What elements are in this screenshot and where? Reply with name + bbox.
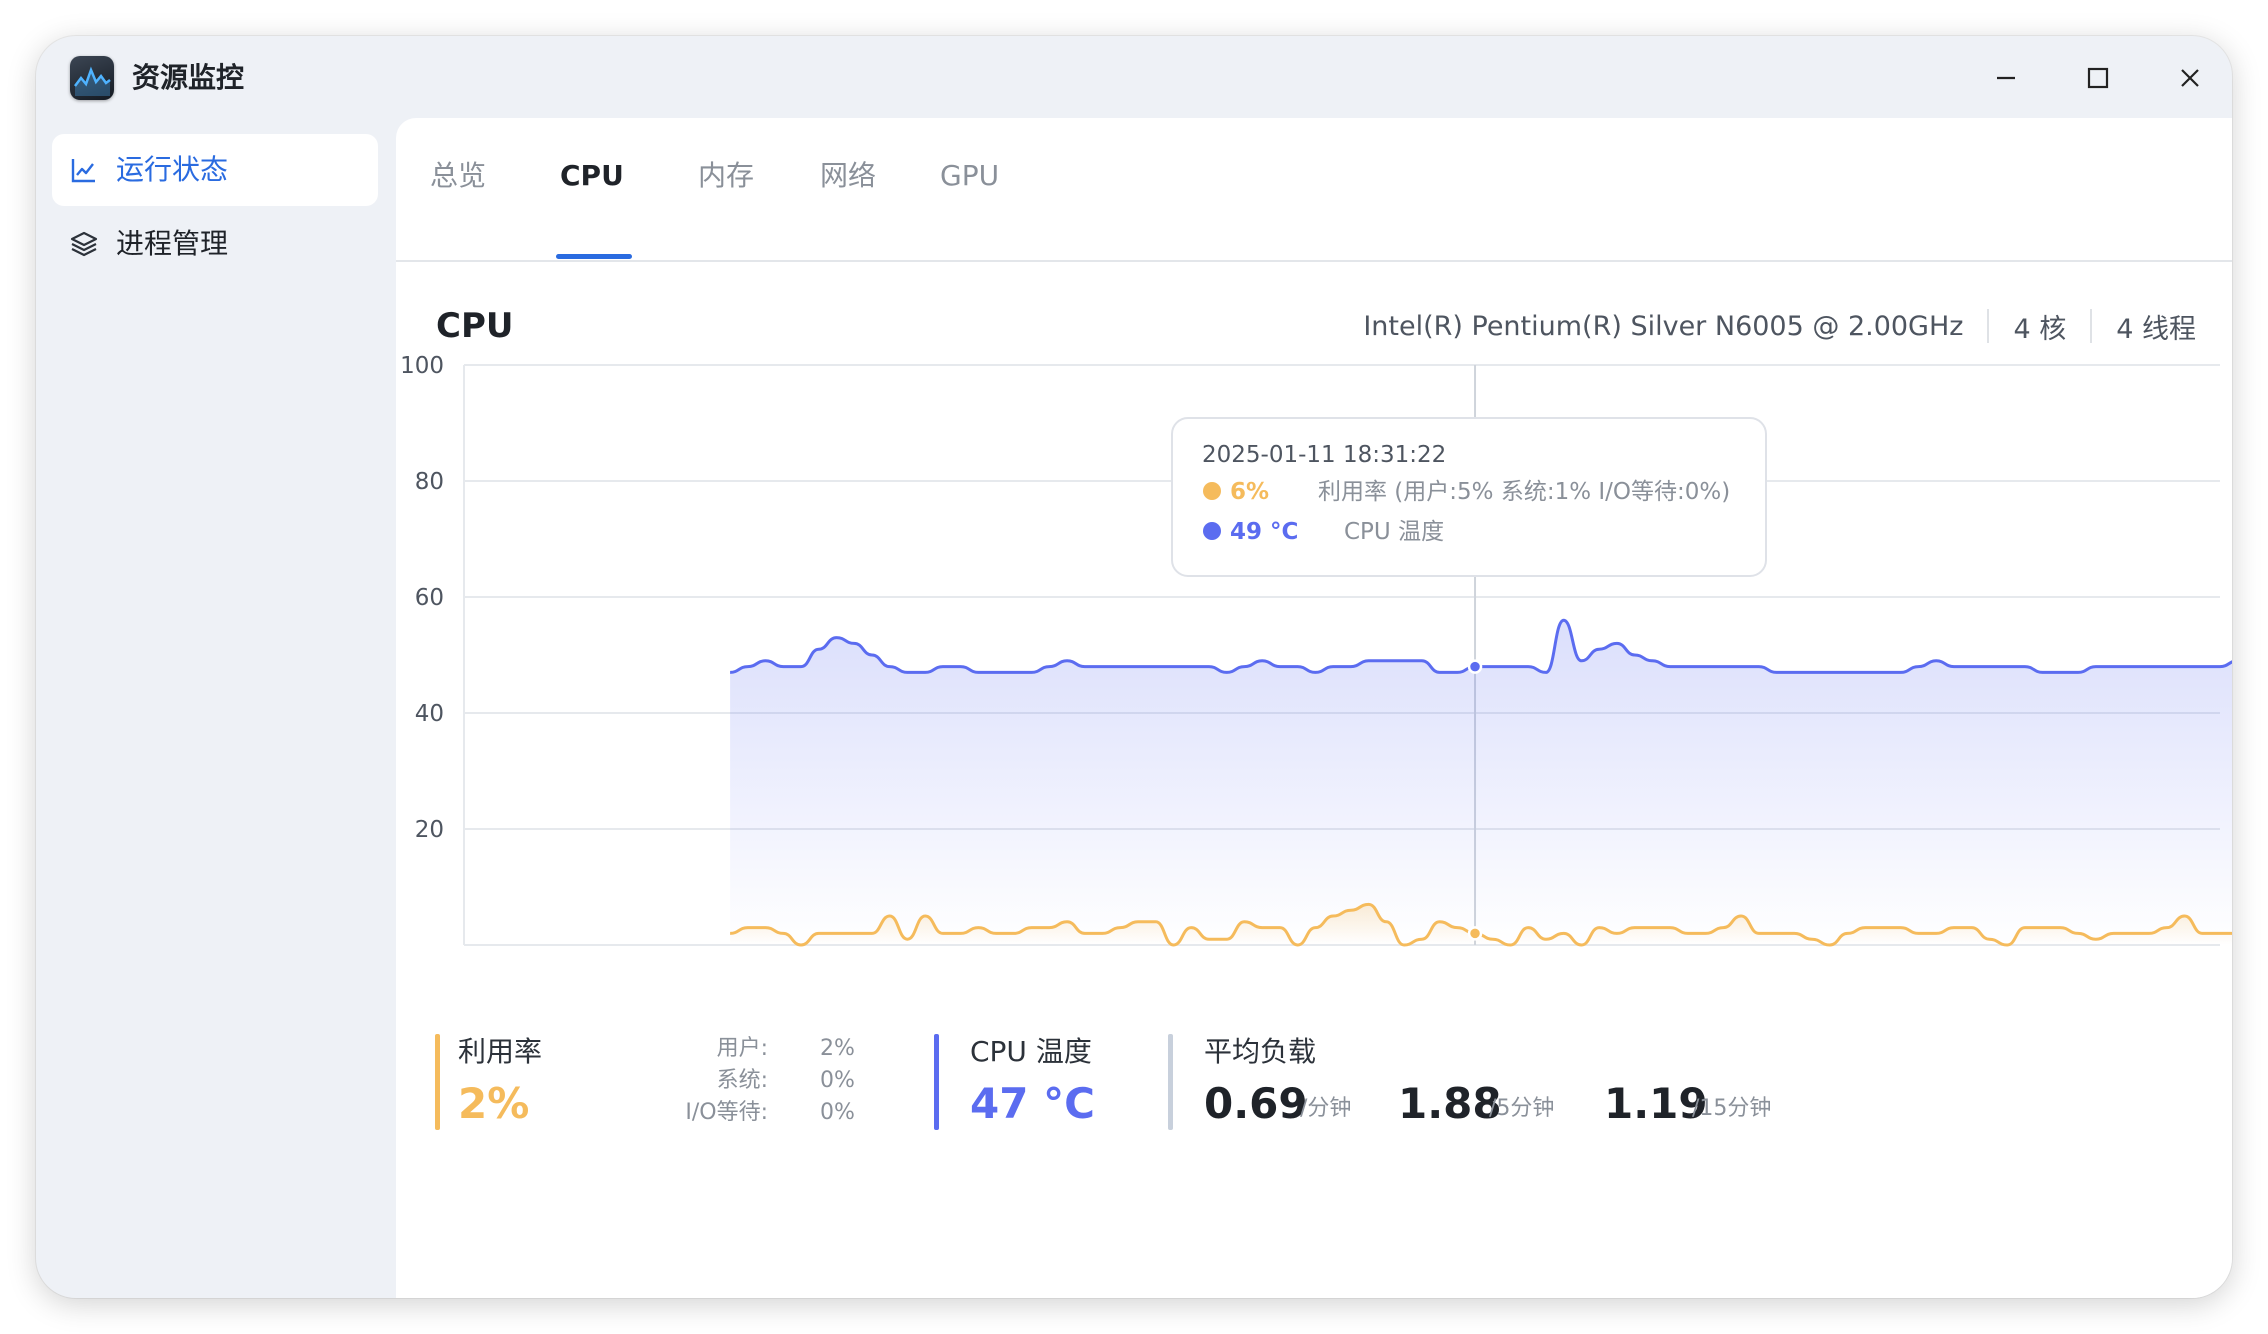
tab-overview[interactable]: 总览 xyxy=(430,159,487,192)
y-tick-label: 60 xyxy=(415,585,444,611)
cpu-cores: 4 核 xyxy=(2013,313,2067,345)
temp-legend-dot xyxy=(1203,522,1221,540)
sidebar: 运行状态 进程管理 xyxy=(36,118,396,1298)
app-window: 资源监控 运行状态 进程管理 总览 xyxy=(36,36,2232,1298)
tab-cpu[interactable]: CPU xyxy=(560,159,624,192)
app-title: 资源监控 xyxy=(132,61,245,94)
cpu-model: Intel(R) Pentium(R) Silver N6005 @ 2.00G… xyxy=(1363,310,1964,342)
main-panel: 总览 CPU 内存 网络 GPU CPU Intel(R) Pentium(R)… xyxy=(396,118,2232,1298)
stats-row: 利用率 2% 用户: 2% 系统: 0% I/O等待: 0% CPU 温度 47… xyxy=(396,1018,2232,1130)
hover-point xyxy=(1467,659,1483,674)
iowait-value: 0% xyxy=(820,1100,855,1125)
close-button[interactable] xyxy=(2168,56,2212,100)
tooltip-box xyxy=(1171,417,1767,577)
load-5min-unit: /5分钟 xyxy=(1489,1096,1555,1121)
tooltip-temp-value: 49 °C xyxy=(1230,519,1298,545)
usage-value: 2% xyxy=(458,1079,530,1128)
temp-value: 47 °C xyxy=(970,1079,1095,1128)
temp-label: CPU 温度 xyxy=(970,1035,1092,1068)
system-label: 系统: xyxy=(716,1068,768,1093)
temp-indicator-bar xyxy=(934,1034,939,1130)
y-tick-label: 40 xyxy=(415,701,444,727)
load-1min-unit: /分钟 xyxy=(1300,1096,1352,1121)
usage-indicator-bar xyxy=(435,1034,440,1130)
minimize-icon xyxy=(1997,76,2015,80)
sidebar-item-status[interactable]: 运行状态 xyxy=(52,134,378,206)
cpu-chart[interactable]: 100 80 60 40 20 2025-01-11 18:31:22 6% 利… xyxy=(396,348,2232,988)
hover-point xyxy=(1467,926,1483,941)
maximize-button[interactable] xyxy=(2076,56,2120,100)
sidebar-item-label: 运行状态 xyxy=(116,153,229,186)
maximize-icon xyxy=(2087,67,2109,89)
load-15min-unit: /15分钟 xyxy=(1692,1096,1772,1121)
divider xyxy=(2090,309,2093,343)
app-icon xyxy=(70,56,114,100)
sidebar-item-label: 进程管理 xyxy=(116,227,229,260)
tooltip-temp-label: CPU 温度 xyxy=(1344,519,1444,545)
minimize-button[interactable] xyxy=(1984,56,2028,100)
series-line xyxy=(729,618,2232,674)
tab-memory[interactable]: 内存 xyxy=(698,159,755,192)
chart-tooltip: 2025-01-11 18:31:22 6% 利用率 (用户:5% 系统:1% … xyxy=(1171,417,1767,577)
active-tab-indicator xyxy=(556,254,632,259)
usage-legend-dot xyxy=(1203,482,1221,500)
y-tick-label: 100 xyxy=(400,353,444,379)
section-title: CPU xyxy=(436,306,514,346)
load-5min-value: 1.88 xyxy=(1398,1079,1502,1128)
load-label: 平均负载 xyxy=(1204,1035,1317,1068)
load-indicator-bar xyxy=(1168,1034,1173,1130)
user-label: 用户: xyxy=(716,1036,768,1061)
series-area xyxy=(730,904,2232,945)
series-line xyxy=(729,902,2232,947)
line-chart-icon xyxy=(71,159,95,183)
load-15min-value: 1.19 xyxy=(1604,1079,1708,1128)
system-value: 0% xyxy=(820,1068,855,1093)
sidebar-item-processes[interactable]: 进程管理 xyxy=(52,208,378,280)
title-bar: 资源监控 xyxy=(36,36,2232,118)
cpu-threads: 4 线程 xyxy=(2116,313,2196,345)
load-1min-value: 0.69 xyxy=(1204,1079,1308,1128)
tab-network[interactable]: 网络 xyxy=(820,159,877,192)
close-icon xyxy=(2181,69,2199,87)
tab-bar: 总览 CPU 内存 网络 GPU xyxy=(396,118,2232,262)
iowait-label: I/O等待: xyxy=(685,1100,768,1125)
y-axis: 100 80 60 40 20 xyxy=(400,353,444,843)
chart-series xyxy=(729,618,2232,947)
tooltip-usage-value: 6% xyxy=(1230,479,1269,505)
layers-icon xyxy=(70,231,98,257)
y-tick-label: 20 xyxy=(415,817,444,843)
user-value: 2% xyxy=(820,1036,855,1061)
cpu-info: Intel(R) Pentium(R) Silver N6005 @ 2.00G… xyxy=(1363,304,2196,348)
tooltip-time: 2025-01-11 18:31:22 xyxy=(1202,442,1446,468)
divider xyxy=(1987,309,1990,343)
y-tick-label: 80 xyxy=(415,469,444,495)
series-area xyxy=(730,620,2232,945)
tooltip-usage-label: 利用率 (用户:5% 系统:1% I/O等待:0%) xyxy=(1318,479,1730,505)
tab-gpu[interactable]: GPU xyxy=(940,159,1000,192)
usage-label: 利用率 xyxy=(458,1035,543,1068)
